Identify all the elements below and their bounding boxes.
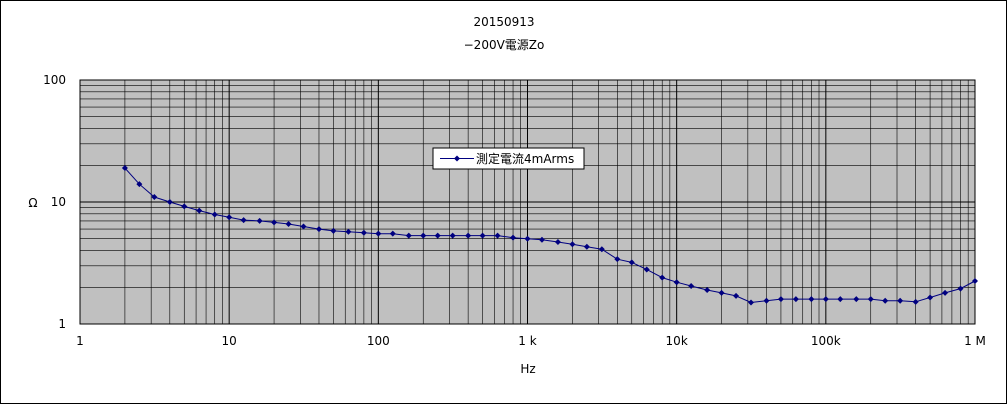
data-point (300, 223, 307, 230)
data-point (972, 278, 978, 285)
data-point (315, 226, 322, 233)
data-point (777, 296, 784, 303)
data-point (688, 282, 695, 289)
data-point (405, 232, 412, 239)
data-point (822, 296, 829, 303)
legend-marker (454, 155, 460, 162)
data-point (524, 235, 531, 242)
x-tick-label: 100 (367, 334, 390, 348)
data-point (912, 298, 919, 305)
data-point (285, 221, 292, 228)
data-point (211, 211, 218, 218)
data-point (420, 232, 427, 239)
legend-box (432, 147, 585, 170)
x-tick-label: 1 (76, 334, 84, 348)
data-point (733, 292, 740, 299)
data-point (957, 285, 964, 292)
x-tick-label: 10k (666, 334, 688, 348)
data-point (465, 232, 472, 239)
data-point (181, 203, 188, 210)
chart-title: 20150913 (473, 15, 534, 29)
y-tick-label: 10 (51, 195, 66, 209)
data-point (136, 181, 143, 188)
x-tick-label: 1 k (518, 334, 536, 348)
data-point (240, 217, 247, 224)
data-point (166, 199, 173, 205)
data-point (628, 259, 635, 266)
data-point (867, 296, 874, 303)
data-point (151, 193, 158, 200)
data-point (121, 164, 128, 171)
data-point (389, 230, 396, 237)
data-point (494, 232, 501, 239)
data-point (837, 296, 844, 303)
data-point (196, 207, 203, 214)
grid-lines (80, 80, 975, 324)
data-point (330, 227, 337, 234)
data-point (271, 219, 278, 226)
data-point (598, 246, 605, 253)
series-layer (121, 164, 978, 306)
data-point (897, 297, 904, 304)
data-point (853, 296, 860, 303)
x-tick-label: 1 M (964, 334, 986, 348)
y-axis-title: Ω (28, 196, 37, 210)
data-point (375, 230, 382, 237)
data-point (927, 294, 934, 301)
data-point (942, 289, 949, 296)
y-tick-labels: 1 10 100 (43, 73, 66, 331)
data-point (792, 296, 799, 303)
data-point (583, 243, 590, 250)
series-line (124, 167, 976, 304)
data-point (747, 299, 754, 306)
data-point (510, 234, 517, 241)
y-tick-label: 100 (43, 73, 66, 87)
legend: 測定電流4mArms (432, 147, 585, 170)
legend-label: 測定電流4mArms (476, 151, 574, 166)
data-point (554, 239, 561, 246)
data-point (659, 274, 666, 281)
data-point (360, 229, 367, 236)
data-point (434, 232, 441, 239)
data-point (673, 279, 680, 286)
data-point (763, 297, 770, 304)
data-point (256, 217, 263, 224)
data-point (345, 228, 352, 235)
data-point (808, 296, 815, 303)
data-point (449, 232, 456, 239)
data-point (882, 297, 889, 304)
x-tick-labels: 1 10 100 1 k 10k 100k 1 M (76, 334, 986, 348)
data-point (718, 289, 725, 296)
chart-subtitle: −200V電源Zo (464, 38, 545, 52)
data-point (614, 256, 621, 263)
data-point (479, 232, 486, 239)
data-point (569, 241, 576, 248)
x-tick-label: 100k (811, 334, 841, 348)
y-tick-label: 1 (58, 317, 66, 331)
x-axis-title: Hz (520, 362, 535, 376)
data-point (643, 266, 650, 273)
data-point (226, 214, 233, 221)
data-point (704, 286, 711, 293)
x-tick-label: 10 (222, 334, 237, 348)
data-point (538, 236, 545, 243)
